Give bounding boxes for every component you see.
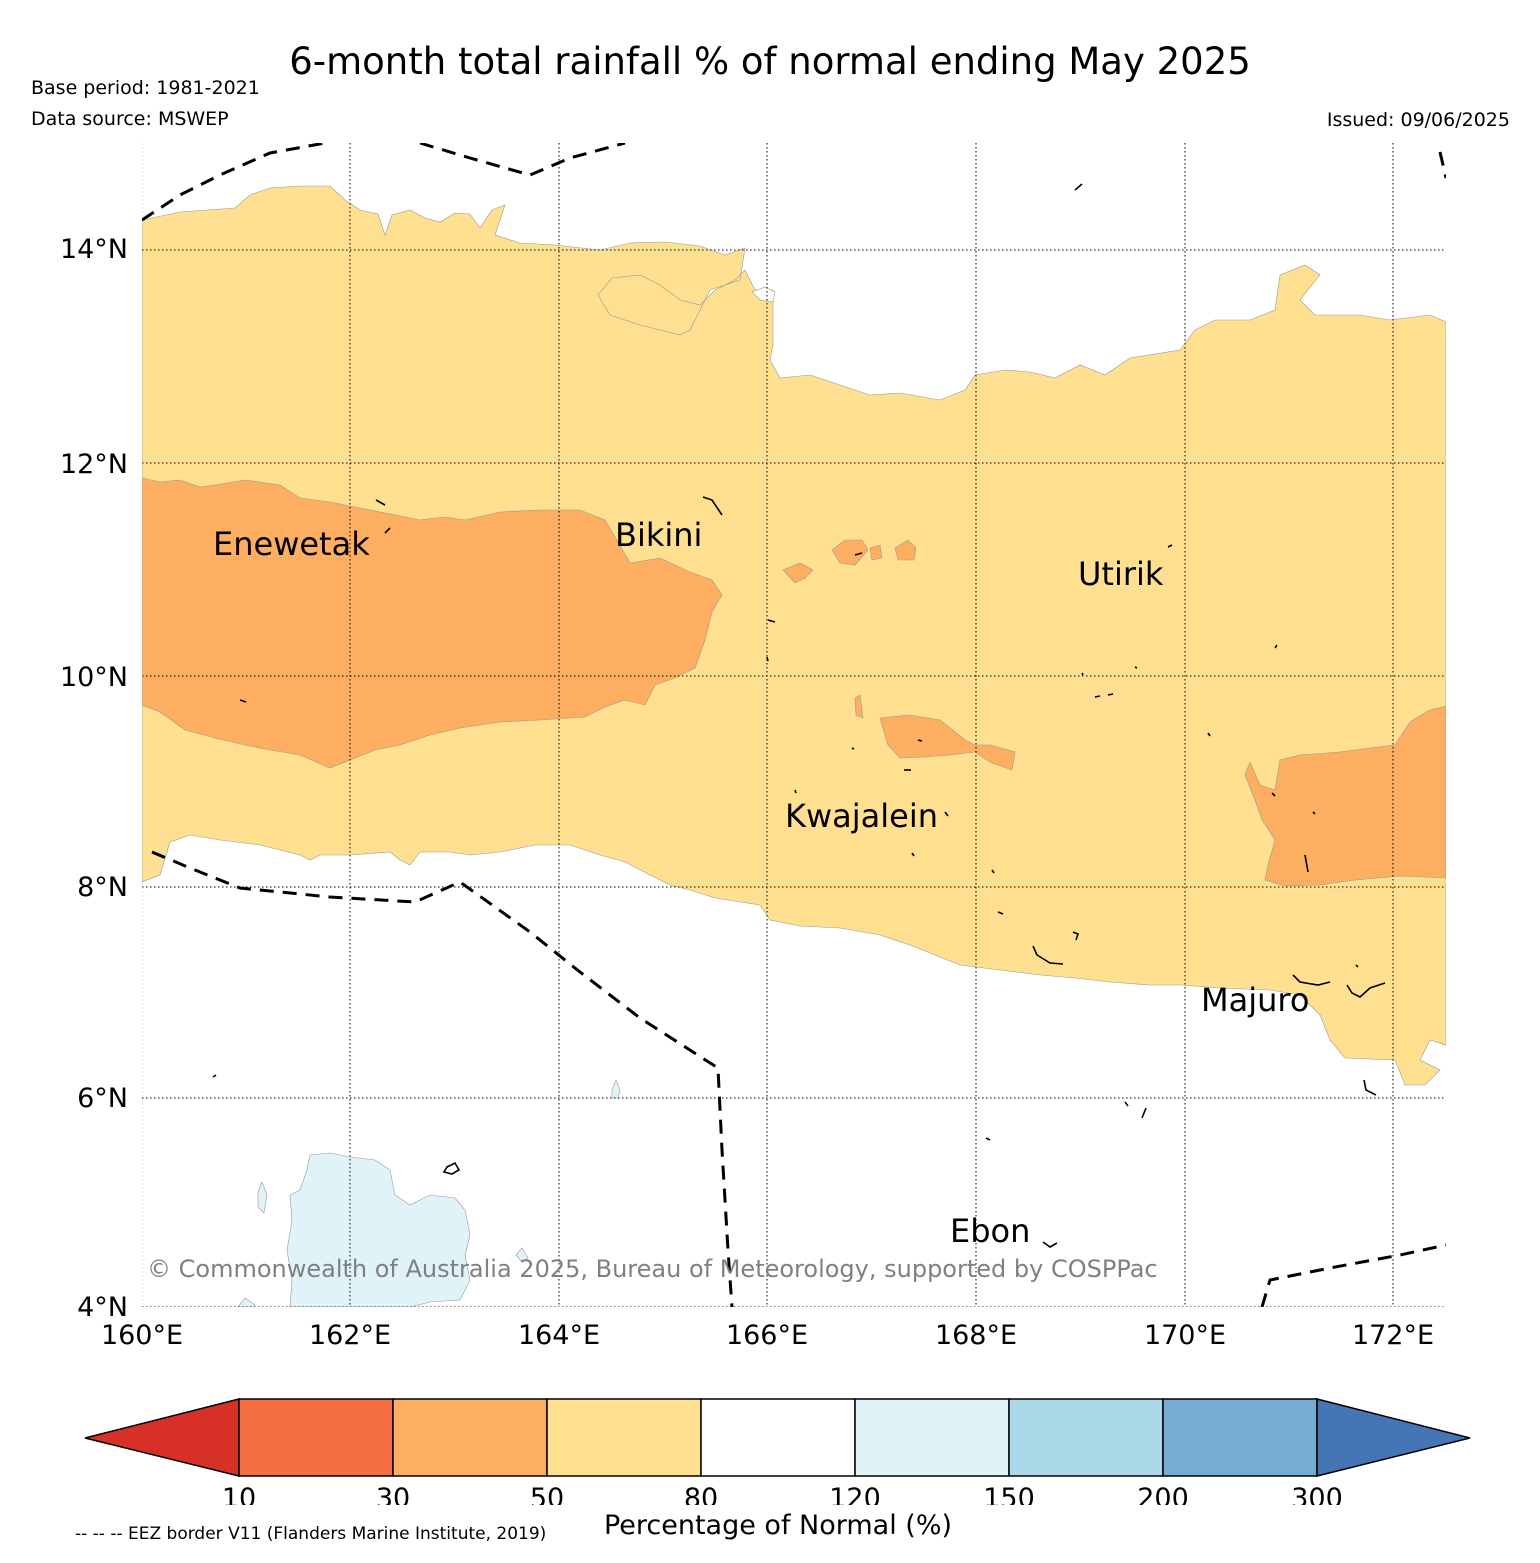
place-kwajalein: Kwajalein xyxy=(785,797,938,835)
band-30-50-west xyxy=(142,477,723,769)
colorbar-seg-150-200 xyxy=(1008,1398,1164,1477)
base-period: Base period: 1981-2021 xyxy=(31,77,260,99)
band-120-150-small-4 xyxy=(237,1297,256,1307)
place-bikini: Bikini xyxy=(615,516,702,554)
lat-label-8: 8°N xyxy=(77,872,128,903)
band-120-150-south xyxy=(286,1152,471,1307)
colorbar-tick-200: 200 xyxy=(1137,1483,1189,1505)
colorbar-seg-200-300 xyxy=(1162,1398,1318,1477)
colorbar: 10 30 50 80 120 150 200 300 xyxy=(84,1398,1471,1505)
lon-label-168: 168°E xyxy=(935,1320,1017,1351)
place-utirik: Utirik xyxy=(1078,555,1164,593)
colorbar-seg-120-150 xyxy=(854,1398,1010,1477)
colorbar-tick-30: 30 xyxy=(376,1483,410,1505)
colorbar-title: Percentage of Normal (%) xyxy=(603,1510,953,1541)
band-120-150-small-1 xyxy=(257,1181,268,1214)
colorbar-seg-80-120 xyxy=(700,1398,856,1477)
copyright-notice: © Commonwealth of Australia 2025, Bureau… xyxy=(147,1255,1158,1283)
place-ebon: Ebon xyxy=(950,1212,1030,1250)
eez-borders xyxy=(142,143,1446,1307)
colorbar-tick-150: 150 xyxy=(983,1483,1035,1505)
lat-label-4: 4°N xyxy=(77,1292,128,1323)
issued-date: Issued: 09/06/2025 xyxy=(1326,109,1510,131)
colorbar-seg-gt300 xyxy=(1316,1398,1471,1477)
lat-label-12: 12°N xyxy=(60,449,128,480)
colorbar-seg-10-30 xyxy=(238,1398,394,1477)
band-50-80 xyxy=(142,185,1446,1086)
lon-label-162: 162°E xyxy=(309,1320,391,1351)
colorbar-tick-50: 50 xyxy=(530,1483,564,1505)
place-majuro: Majuro xyxy=(1201,981,1309,1019)
colorbar-tick-10: 10 xyxy=(222,1483,256,1505)
lat-label-10: 10°N xyxy=(60,662,128,693)
colorbar-tick-80: 80 xyxy=(684,1483,718,1505)
band-30-50-patch-6 xyxy=(854,694,864,719)
colorbar-seg-lt10 xyxy=(84,1398,240,1477)
lon-label-166: 166°E xyxy=(726,1320,808,1351)
colorbar-seg-30-50 xyxy=(392,1398,548,1477)
gridlines xyxy=(142,143,1446,1307)
lat-label-14: 14°N xyxy=(60,234,128,265)
band-30-50-patch-4 xyxy=(894,539,917,561)
lon-label-164: 164°E xyxy=(518,1320,600,1351)
data-source: Data source: MSWEP xyxy=(31,108,229,130)
normal-hole-1 xyxy=(751,286,776,303)
eez-border-note: -- -- -- EEZ border V11 (Flanders Marine… xyxy=(75,1524,547,1544)
colorbar-tick-300: 300 xyxy=(1291,1483,1343,1505)
band-120-150-small-2 xyxy=(611,1079,621,1099)
rainfall-map: 14°N 12°N 10°N 8°N 6°N 4°N 160°E 162°E 1… xyxy=(60,143,1446,1351)
band-30-50-patch-3 xyxy=(869,544,883,561)
colorbar-tick-120: 120 xyxy=(829,1483,881,1505)
lon-label-170: 170°E xyxy=(1144,1320,1226,1351)
band-30-50-east xyxy=(1244,705,1446,887)
place-enewetak: Enewetak xyxy=(213,525,370,563)
map-title: 6-month total rainfall % of normal endin… xyxy=(289,40,1251,83)
lon-label-172: 172°E xyxy=(1352,1320,1434,1351)
band-30-50-patch-5 xyxy=(879,714,1016,771)
lat-label-6: 6°N xyxy=(77,1083,128,1114)
atoll-coastlines xyxy=(212,183,1386,1248)
band-30-50-patch-1 xyxy=(782,562,814,584)
colorbar-seg-50-80 xyxy=(546,1398,702,1477)
lon-label-160: 160°E xyxy=(101,1320,183,1351)
band-120-150-small-3 xyxy=(515,1247,529,1263)
band-30-50-patch-2 xyxy=(831,539,869,566)
